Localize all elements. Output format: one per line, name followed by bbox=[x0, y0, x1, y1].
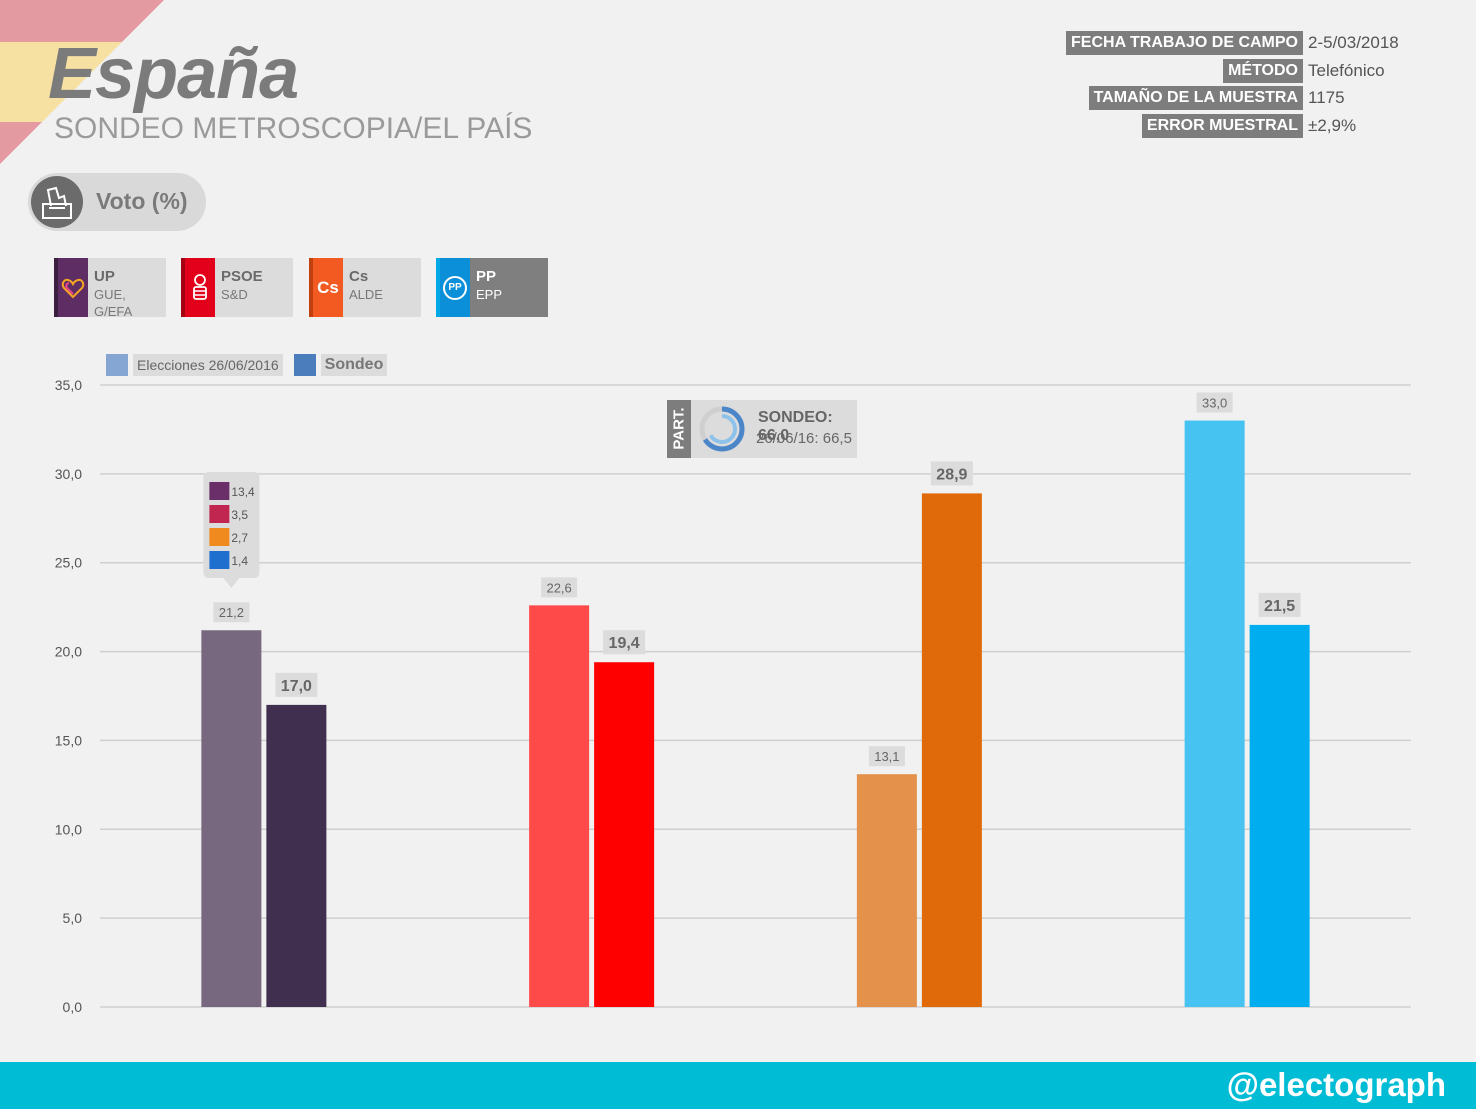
compromis-logo-icon bbox=[209, 528, 230, 546]
data-label: 21,5 bbox=[1264, 598, 1295, 615]
spain-flag-corner bbox=[0, 0, 164, 164]
y-tick-label: 0,0 bbox=[63, 999, 83, 1015]
party-name: Cs bbox=[349, 268, 369, 285]
y-tick-label: 15,0 bbox=[55, 732, 82, 748]
ballot-box-icon bbox=[31, 176, 83, 228]
cs-logo-text: Cs bbox=[317, 277, 339, 297]
bar-cs-survey bbox=[921, 493, 982, 1007]
party-text: Cs ALDE bbox=[343, 258, 421, 317]
meta-label: FECHA TRABAJO DE CAMPO bbox=[1066, 31, 1303, 55]
data-label: 17,0 bbox=[281, 678, 312, 695]
party-name: PP bbox=[476, 268, 497, 285]
party-stripe bbox=[309, 258, 313, 317]
party-stripe bbox=[54, 258, 58, 317]
data-label-bg bbox=[1258, 592, 1301, 617]
meta-row-sample: TAMAÑO DE LA MUESTRA 1175 bbox=[1066, 85, 1400, 111]
meta-row-fieldwork: FECHA TRABAJO DE CAMPO 2-5/03/2018 bbox=[1066, 30, 1400, 56]
participation-box: PART. SONDEO: 66,0 26/06/16: 66,5 bbox=[667, 400, 857, 458]
chart-legend: Elecciones 26/06/2016 Sondeo bbox=[106, 354, 398, 376]
participation-donut-icon bbox=[699, 406, 745, 452]
vote-label: Voto (%) bbox=[96, 188, 188, 214]
meta-value: ±2,9% bbox=[1308, 115, 1357, 135]
bar-pp-survey bbox=[1249, 624, 1310, 1007]
data-label: 13,1 bbox=[874, 749, 899, 764]
participation-previous: 26/06/16: 66,5 bbox=[756, 430, 852, 447]
meta-value: Telefónico bbox=[1308, 60, 1385, 80]
meta-row-method: MÉTODO Telefónico bbox=[1066, 58, 1400, 84]
party-group: GUE, G/EFA bbox=[94, 287, 133, 319]
page-title: España bbox=[48, 34, 299, 114]
data-label: 22,6 bbox=[546, 580, 571, 595]
data-label: 28,9 bbox=[936, 466, 967, 483]
party-text: PSOE S&D bbox=[215, 258, 293, 317]
party-stripe bbox=[181, 258, 185, 317]
meta-value: 1175 bbox=[1308, 88, 1345, 107]
tooltip-value: 3,5 bbox=[231, 508, 248, 522]
data-label: 33,0 bbox=[1202, 396, 1227, 411]
legend-swatch-elections bbox=[106, 354, 128, 376]
y-tick-label: 5,0 bbox=[63, 910, 83, 926]
tooltip-value: 2,7 bbox=[231, 531, 248, 545]
meta-label: TAMAÑO DE LA MUESTRA bbox=[1088, 86, 1303, 110]
survey-metadata: FECHA TRABAJO DE CAMPO 2-5/03/2018 MÉTOD… bbox=[1066, 30, 1400, 140]
cs-logo-icon: Cs bbox=[313, 258, 343, 317]
bar-up-elections bbox=[201, 630, 262, 1007]
tooltip-value: 13,4 bbox=[231, 485, 255, 499]
party-name: UP bbox=[94, 268, 115, 285]
pp-logo-text: PP bbox=[448, 282, 462, 293]
legend-swatch-survey bbox=[293, 354, 316, 376]
data-label-bg bbox=[213, 602, 250, 623]
party-stripe bbox=[436, 258, 440, 317]
data-label: 21,2 bbox=[219, 605, 244, 620]
data-label: 19,4 bbox=[609, 635, 640, 652]
party-cs[interactable]: Cs Cs ALDE bbox=[309, 258, 421, 317]
en-comu-logo-icon bbox=[209, 505, 230, 523]
bar-cs-elections bbox=[856, 774, 917, 1007]
rose-fist-icon bbox=[185, 258, 215, 317]
tooltip-value: 1,4 bbox=[231, 554, 248, 568]
meta-row-error: ERROR MUESTRAL ±2,9% bbox=[1066, 113, 1400, 139]
data-label-bg bbox=[541, 577, 578, 598]
en-marea-logo-icon bbox=[209, 551, 230, 569]
page-subtitle: SONDEO METROSCOPIA/EL PAÍS bbox=[54, 112, 533, 145]
data-label-bg bbox=[868, 746, 905, 767]
vote-section-header: Voto (%) bbox=[28, 173, 206, 231]
meta-label: MÉTODO bbox=[1223, 58, 1303, 83]
party-group: ALDE bbox=[349, 287, 383, 302]
party-group: S&D bbox=[221, 287, 248, 302]
y-tick-label: 35,0 bbox=[55, 377, 82, 393]
data-label-bg bbox=[603, 630, 646, 655]
data-label-bg bbox=[275, 672, 318, 697]
participation-survey: SONDEO: 66,0 bbox=[758, 409, 833, 444]
y-tick-label: 30,0 bbox=[55, 466, 82, 482]
data-label-bg bbox=[1196, 392, 1233, 413]
party-name: PSOE bbox=[221, 268, 263, 285]
bar-psoe-survey bbox=[594, 662, 655, 1007]
bar-pp-elections bbox=[1184, 420, 1245, 1007]
y-tick-label: 10,0 bbox=[55, 821, 82, 837]
data-label-bg bbox=[930, 461, 973, 486]
participation-tab: PART. bbox=[667, 400, 691, 458]
bar-chart: 0,0 5,0 10,0 15,0 20,0 25,0 30,0 35,0 21,2 17,0 22… bbox=[55, 377, 1411, 1015]
bar-psoe-elections bbox=[529, 605, 590, 1007]
meta-label: ERROR MUESTRAL bbox=[1141, 113, 1303, 138]
pp-logo-icon: PP bbox=[440, 258, 470, 317]
party-psoe[interactable]: PSOE S&D bbox=[181, 258, 293, 317]
heart-icon bbox=[58, 258, 88, 317]
party-text: UP GUE, G/EFA bbox=[88, 258, 166, 319]
legend-label-elections: Elecciones 26/06/2016 bbox=[133, 354, 283, 376]
footer-handle: @electograph bbox=[1226, 1066, 1446, 1103]
y-tick-label: 20,0 bbox=[55, 644, 82, 660]
legend-label-survey: Sondeo bbox=[320, 354, 388, 376]
party-group: EPP bbox=[476, 287, 503, 302]
meta-value: 2-5/03/2018 bbox=[1308, 33, 1399, 52]
y-tick-label: 25,0 bbox=[55, 555, 82, 571]
party-up[interactable]: UP GUE, G/EFA bbox=[54, 258, 166, 319]
party-text: PP EPP bbox=[470, 258, 548, 317]
footer-bar: @electograph bbox=[0, 1062, 1476, 1109]
participation-tab-label: PART. bbox=[670, 407, 688, 450]
party-pp[interactable]: PP PP EPP bbox=[436, 258, 548, 317]
bar-up-survey bbox=[266, 704, 327, 1007]
podemos-logo-icon bbox=[209, 482, 230, 500]
